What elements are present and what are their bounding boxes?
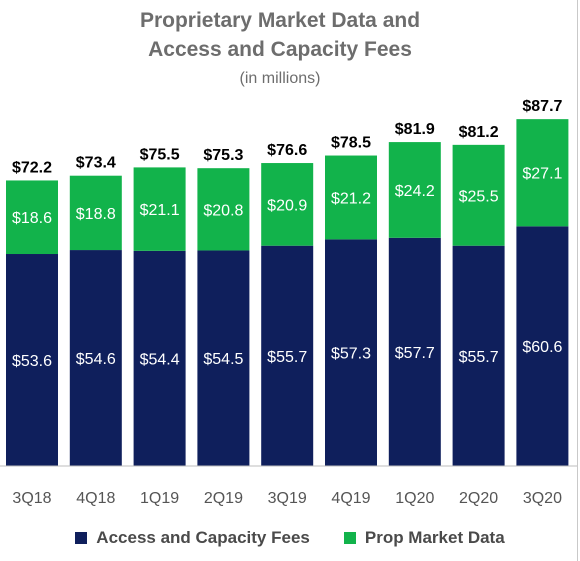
- legend-item-prop-market-data: Prop Market Data: [343, 528, 505, 548]
- data-label-access-2Q20: $55.7: [459, 349, 499, 366]
- total-label-3Q18: $72.2: [12, 159, 52, 176]
- data-label-access-2Q19: $54.5: [203, 351, 243, 368]
- bar-access-4Q18: [69, 250, 122, 466]
- x-tick-label-2Q19: 2Q19: [204, 490, 243, 507]
- data-label-prop-market-data-1Q20: $24.2: [395, 183, 435, 200]
- data-label-prop-market-data-2Q19: $20.8: [203, 202, 243, 219]
- total-label-1Q19: $75.5: [140, 146, 180, 163]
- bar-prop-market-data-1Q19: [133, 167, 186, 251]
- data-label-prop-market-data-3Q18: $18.6: [12, 210, 52, 227]
- bar-prop-market-data-1Q20: [388, 142, 441, 238]
- data-label-prop-market-data-4Q19: $21.2: [331, 190, 371, 207]
- chart-title-line-1: Proprietary Market Data and: [139, 9, 421, 32]
- data-label-prop-market-data-1Q19: $21.1: [140, 202, 180, 219]
- legend-label-access: Access and Capacity Fees: [96, 528, 310, 547]
- total-label-1Q20: $81.9: [395, 121, 435, 138]
- total-label-2Q19: $75.3: [203, 147, 243, 164]
- data-label-access-3Q19: $55.7: [267, 349, 307, 366]
- x-tick-label-1Q19: 1Q19: [140, 490, 179, 507]
- bar-access-1Q19: [133, 250, 186, 466]
- data-label-access-3Q20: $60.6: [522, 339, 562, 356]
- data-label-access-4Q19: $57.3: [331, 346, 371, 363]
- total-label-3Q19: $76.6: [267, 142, 307, 159]
- chart-subtitle: (in millions): [239, 70, 321, 87]
- total-label-2Q20: $81.2: [459, 124, 499, 141]
- data-label-prop-market-data-3Q19: $20.9: [267, 197, 307, 214]
- chart-legend: Access and Capacity Fees Prop Market Dat…: [0, 528, 580, 548]
- data-label-access-3Q18: $53.6: [12, 353, 52, 370]
- data-label-access-1Q19: $54.4: [140, 351, 180, 368]
- data-label-access-1Q20: $57.7: [395, 345, 435, 362]
- data-label-prop-market-data-4Q18: $18.8: [76, 206, 116, 223]
- chart-title-line-2: Access and Capacity Fees: [148, 38, 412, 61]
- bar-access-3Q18: [6, 254, 58, 466]
- bar-prop-market-data-2Q20: [452, 144, 505, 246]
- x-tick-label-2Q20: 2Q20: [459, 490, 498, 507]
- bar-prop-market-data-4Q18: [69, 175, 122, 251]
- x-tick-label-3Q19: 3Q19: [268, 490, 307, 507]
- total-label-4Q18: $73.4: [76, 155, 116, 172]
- legend-swatch-access: [75, 532, 88, 544]
- x-tick-label-4Q18: 4Q18: [76, 490, 115, 507]
- bar-prop-market-data-4Q19: [325, 155, 377, 240]
- bar-prop-market-data-3Q18: [6, 180, 58, 255]
- data-label-prop-market-data-2Q20: $25.5: [459, 188, 499, 205]
- bar-access-3Q19: [261, 245, 314, 466]
- right-border-line: [577, 0, 578, 561]
- bar-prop-market-data-3Q19: [261, 163, 314, 246]
- legend-swatch-prop-market-data: [343, 532, 356, 544]
- bar-access-3Q20: [516, 226, 569, 466]
- bar-access-2Q20: [452, 245, 505, 466]
- data-label-access-4Q18: $54.6: [76, 351, 116, 368]
- x-tick-label-1Q20: 1Q20: [395, 490, 434, 507]
- x-tick-label-3Q20: 3Q20: [523, 490, 562, 507]
- bar-access-4Q19: [325, 239, 377, 466]
- data-label-prop-market-data-3Q20: $27.1: [522, 166, 562, 183]
- legend-item-access: Access and Capacity Fees: [75, 528, 310, 548]
- x-tick-label-4Q19: 4Q19: [331, 490, 370, 507]
- bar-prop-market-data-3Q20: [516, 119, 569, 227]
- bar-prop-market-data-2Q19: [197, 168, 250, 251]
- total-label-4Q19: $78.5: [331, 135, 371, 152]
- bar-access-1Q20: [388, 237, 441, 466]
- x-tick-label-3Q18: 3Q18: [12, 490, 51, 507]
- bar-access-2Q19: [197, 250, 250, 466]
- total-label-3Q20: $87.7: [522, 98, 562, 115]
- legend-label-prop-market-data: Prop Market Data: [364, 528, 505, 547]
